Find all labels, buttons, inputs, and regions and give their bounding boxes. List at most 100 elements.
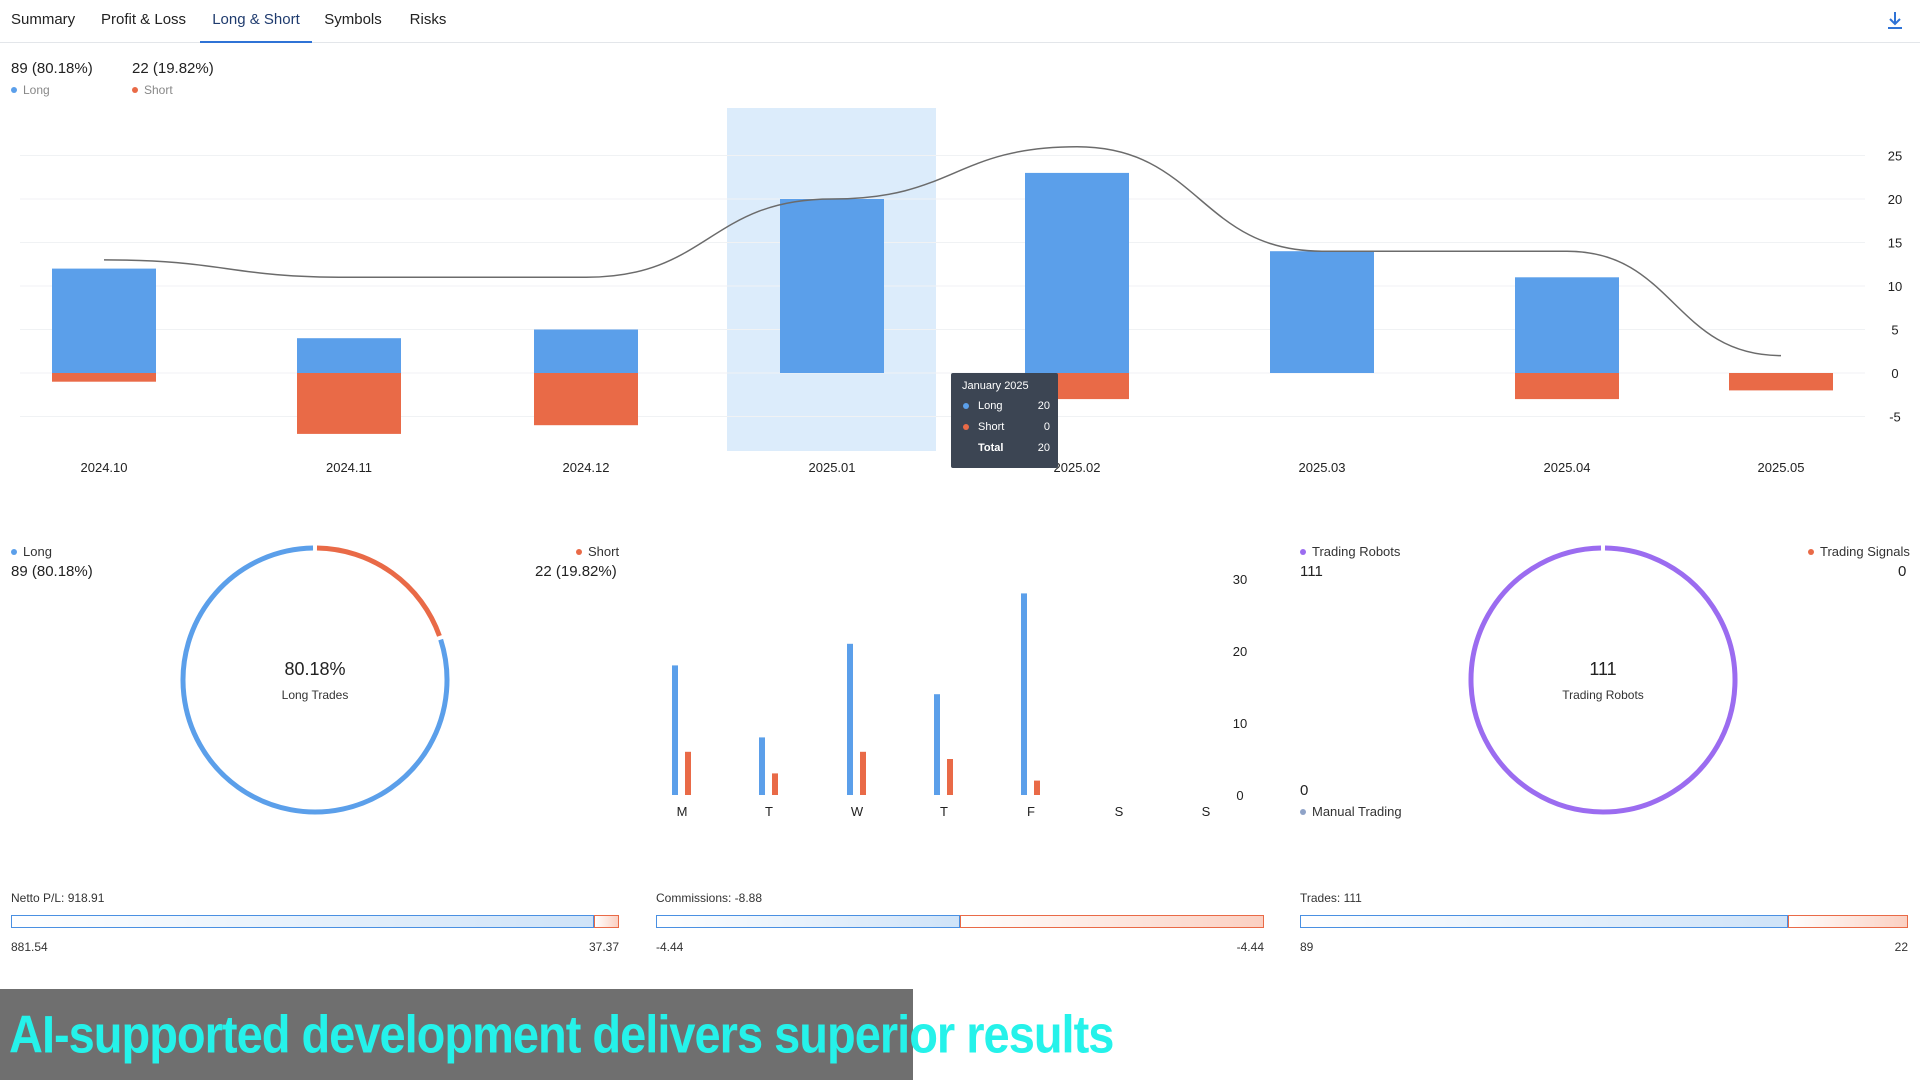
robots-center-value: 111 bbox=[1589, 659, 1616, 679]
long-bar[interactable] bbox=[52, 268, 156, 373]
trades-left-value: 89 bbox=[1300, 940, 1314, 954]
short-bar[interactable] bbox=[1515, 373, 1619, 400]
promo-banner: AI-supported development delivers superi… bbox=[0, 989, 1114, 1080]
y-tick-label: 0 bbox=[1236, 788, 1243, 803]
tab-profit-loss[interactable]: Profit & Loss bbox=[101, 11, 187, 28]
tooltip-total-value: 20 bbox=[1037, 442, 1050, 454]
tab-symbols[interactable]: Symbols bbox=[324, 11, 382, 28]
manual-label: Manual Trading bbox=[1312, 804, 1402, 819]
y-tick-label: 0 bbox=[1891, 366, 1898, 381]
donut-center-label: Long Trades bbox=[282, 688, 349, 702]
donut-center-value: 80.18% bbox=[284, 659, 345, 679]
short-bar[interactable] bbox=[1729, 373, 1833, 391]
signals-dot-icon bbox=[1808, 548, 1814, 555]
y-tick-label: 10 bbox=[1233, 716, 1247, 731]
weekday-long-short-chart: 30 20 10 0 M T W T F S S bbox=[672, 572, 1247, 819]
donut-long-legend: Long bbox=[11, 544, 52, 559]
x-tick-label: F bbox=[1027, 804, 1035, 819]
trades-right-value: 22 bbox=[1894, 940, 1908, 954]
robots-value: 111 bbox=[1300, 563, 1323, 580]
long-count-value: 89 (80.18%) bbox=[11, 60, 93, 77]
x-tick-label: 2025.05 bbox=[1758, 460, 1805, 475]
long-legend: Long bbox=[11, 83, 50, 97]
tab-long-short[interactable]: Long & Short bbox=[200, 0, 312, 43]
donut-short-value: 22 (19.82%) bbox=[535, 563, 617, 580]
signals-label: Trading Signals bbox=[1820, 544, 1910, 559]
long-bar[interactable] bbox=[1515, 277, 1619, 373]
long-bar[interactable] bbox=[1021, 593, 1027, 795]
short-legend: Short bbox=[132, 83, 173, 97]
netto-pl-long-segment bbox=[11, 915, 594, 928]
commissions-short-segment bbox=[960, 915, 1264, 928]
long-dot-icon bbox=[11, 86, 17, 93]
signals-legend: Trading Signals bbox=[1808, 544, 1910, 559]
download-icon[interactable] bbox=[1882, 8, 1908, 34]
x-tick-label: 2024.11 bbox=[326, 460, 372, 475]
commissions-long-segment bbox=[656, 915, 960, 928]
long-bar[interactable] bbox=[534, 329, 638, 374]
signals-value: 0 bbox=[1898, 563, 1907, 580]
total-line bbox=[103, 146, 1782, 357]
short-slice[interactable] bbox=[316, 545, 442, 637]
y-tick-label: 10 bbox=[1888, 279, 1902, 294]
robots-slice[interactable] bbox=[1468, 545, 1738, 815]
tooltip-long-label: Long bbox=[978, 400, 1003, 412]
netto-pl-title: Netto P/L: 918.91 bbox=[11, 891, 105, 905]
long-slice[interactable] bbox=[180, 545, 450, 815]
long-bar[interactable] bbox=[847, 643, 853, 795]
tooltip-short-value: 0 bbox=[1043, 421, 1050, 433]
x-tick-label: 2025.02 bbox=[1054, 460, 1101, 475]
long-bar[interactable] bbox=[672, 665, 678, 795]
y-tick-label: 20 bbox=[1233, 644, 1247, 659]
long-bar[interactable] bbox=[1270, 251, 1374, 373]
netto-pl-short-segment bbox=[594, 915, 619, 928]
long-bar[interactable] bbox=[1025, 172, 1129, 373]
y-tick-label: 5 bbox=[1891, 323, 1898, 338]
x-tick-label: 2024.12 bbox=[563, 460, 610, 475]
trades-long-segment bbox=[1300, 915, 1788, 928]
commissions-left-value: -4.44 bbox=[656, 940, 684, 954]
x-tick-label: 2025.04 bbox=[1544, 460, 1591, 475]
short-bar[interactable] bbox=[860, 751, 866, 795]
y-tick-label: 30 bbox=[1233, 572, 1247, 587]
long-legend-label: Long bbox=[23, 83, 50, 97]
trades-bar bbox=[1300, 915, 1908, 928]
tab-risks[interactable]: Risks bbox=[409, 11, 447, 28]
commissions-title: Commissions: -8.88 bbox=[656, 891, 763, 905]
x-tick-label: S bbox=[1115, 804, 1124, 819]
y-tick-label: 20 bbox=[1888, 192, 1902, 207]
manual-dot-icon bbox=[1300, 808, 1306, 815]
short-bar[interactable] bbox=[534, 373, 638, 426]
netto-pl-right-value: 37.37 bbox=[588, 940, 619, 954]
long-short-donut: 80.18% Long Trades bbox=[180, 545, 450, 815]
long-bar[interactable] bbox=[780, 199, 884, 373]
short-bar[interactable] bbox=[772, 773, 778, 795]
tooltip-title: January 2025 bbox=[962, 380, 1029, 392]
tab-summary[interactable]: Summary bbox=[11, 11, 76, 28]
tooltip-long-dot-icon bbox=[963, 403, 969, 409]
long-bar[interactable] bbox=[759, 737, 765, 795]
short-bar[interactable] bbox=[1034, 780, 1040, 795]
tooltip-short-label: Short bbox=[978, 421, 1005, 433]
monthly-long-short-chart: 25 20 15 10 5 0 -5 2024.10 2024.11 2024.12 2025.01… bbox=[20, 108, 1902, 475]
chart-tooltip: January 2025 Long 20 Short 0 Total 20 bbox=[951, 373, 1058, 468]
donut-short-dot-icon bbox=[576, 548, 582, 555]
long-bar[interactable] bbox=[934, 694, 940, 795]
trades-short-segment bbox=[1788, 915, 1908, 928]
trading-robots-donut: 111 Trading Robots bbox=[1468, 545, 1738, 815]
tooltip-row-short: Short 0 bbox=[962, 419, 1050, 435]
short-legend-label: Short bbox=[144, 83, 173, 97]
long-bar[interactable] bbox=[297, 338, 401, 373]
short-count-value: 22 (19.82%) bbox=[132, 60, 214, 77]
short-bar[interactable] bbox=[297, 373, 401, 434]
tooltip-long-value: 20 bbox=[1037, 400, 1050, 412]
donut-short-legend: Short bbox=[576, 544, 619, 559]
short-bar[interactable] bbox=[685, 751, 691, 795]
commissions-right-value: -4.44 bbox=[1236, 940, 1264, 954]
x-tick-label: T bbox=[765, 804, 773, 819]
x-tick-label: S bbox=[1202, 804, 1211, 819]
donut-long-dot-icon bbox=[11, 548, 17, 555]
short-bar[interactable] bbox=[52, 373, 156, 382]
y-tick-label: 15 bbox=[1888, 236, 1902, 251]
short-bar[interactable] bbox=[947, 759, 953, 795]
